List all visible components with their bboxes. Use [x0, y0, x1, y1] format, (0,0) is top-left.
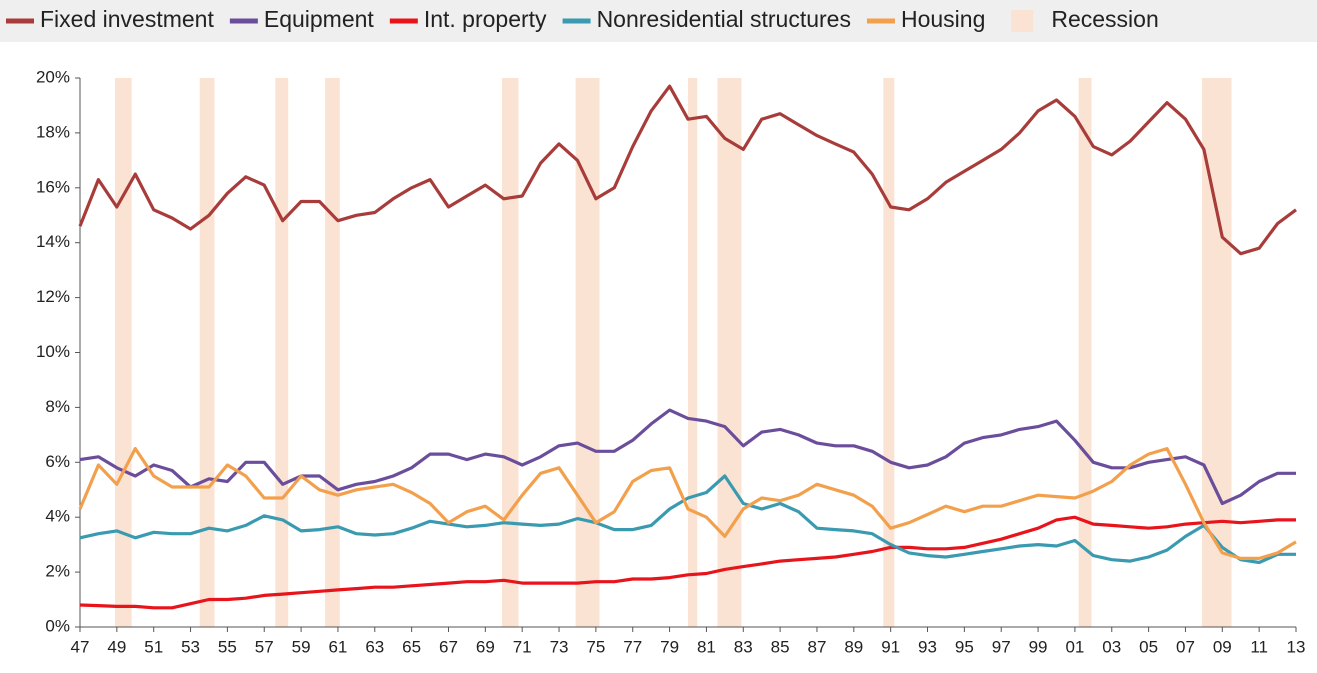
y-tick-label: 0%: [45, 616, 70, 635]
legend-label: Int. property: [424, 6, 547, 32]
x-tick-label: 51: [144, 637, 163, 656]
recession-band: [688, 78, 698, 627]
recession-band: [275, 78, 289, 627]
series-line: [78, 84, 1297, 256]
recession-band: [883, 78, 895, 627]
y-tick-label: 10%: [36, 342, 70, 361]
x-tick-label: 81: [697, 637, 716, 656]
legend-label: Fixed investment: [40, 6, 214, 32]
x-tick-label: 97: [992, 637, 1011, 656]
x-tick-label: 87: [808, 637, 827, 656]
x-tick-label: 63: [365, 637, 384, 656]
recession-band: [575, 78, 600, 627]
x-tick-label: 07: [1176, 637, 1195, 656]
x-tick-label: 75: [586, 637, 605, 656]
x-tick-label: 49: [107, 637, 126, 656]
x-tick-label: 93: [918, 637, 937, 656]
legend-label: Equipment: [264, 6, 375, 32]
x-tick-label: 13: [1287, 637, 1306, 656]
series-line: [79, 474, 1296, 565]
x-tick-label: 53: [181, 637, 200, 656]
x-tick-label: 99: [1029, 637, 1048, 656]
x-tick-label: 85: [771, 637, 790, 656]
y-tick-label: 18%: [36, 122, 70, 141]
legend-swatch: [1011, 10, 1034, 32]
x-tick-label: 55: [218, 637, 237, 656]
series-line: [78, 447, 1297, 560]
x-tick-label: 61: [328, 637, 347, 656]
x-tick-label: 03: [1102, 637, 1121, 656]
recession-band: [717, 78, 742, 627]
x-tick-label: 11: [1250, 637, 1268, 656]
recession-band: [325, 78, 340, 627]
x-tick-label: 59: [292, 637, 311, 656]
legend-label: Housing: [901, 6, 985, 32]
x-tick-label: 89: [844, 637, 863, 656]
x-tick-label: 83: [734, 637, 753, 656]
x-tick-label: 57: [255, 637, 274, 656]
legend-label: Recession: [1051, 6, 1158, 32]
series-line: [79, 515, 1296, 610]
recession-band: [199, 78, 215, 627]
x-tick-label: 01: [1065, 637, 1084, 656]
recession-band: [1078, 78, 1092, 627]
x-tick-label: 95: [955, 637, 974, 656]
x-tick-label: 05: [1139, 637, 1158, 656]
x-tick-label: 09: [1213, 637, 1232, 656]
legend-background: [0, 0, 1317, 42]
y-tick-label: 12%: [36, 287, 70, 306]
recession-band: [501, 78, 519, 627]
x-tick-label: 71: [513, 637, 532, 656]
x-tick-label: 91: [881, 637, 900, 656]
y-tick-label: 16%: [36, 177, 70, 196]
x-tick-label: 69: [476, 637, 495, 656]
x-tick-label: 73: [550, 637, 569, 656]
x-tick-label: 47: [71, 637, 90, 656]
x-tick-label: 65: [402, 637, 421, 656]
recession-band: [115, 78, 132, 627]
x-tick-label: 67: [439, 637, 458, 656]
y-tick-label: 14%: [36, 232, 70, 251]
series-line: [79, 408, 1296, 506]
y-tick-label: 8%: [45, 397, 70, 416]
x-tick-label: 79: [660, 637, 679, 656]
y-tick-label: 20%: [36, 67, 70, 86]
y-tick-label: 2%: [45, 562, 70, 581]
y-tick-label: 4%: [45, 507, 70, 526]
x-tick-label: 77: [623, 637, 642, 656]
legend-label: Nonresidential structures: [597, 6, 851, 32]
y-tick-label: 6%: [45, 452, 70, 471]
